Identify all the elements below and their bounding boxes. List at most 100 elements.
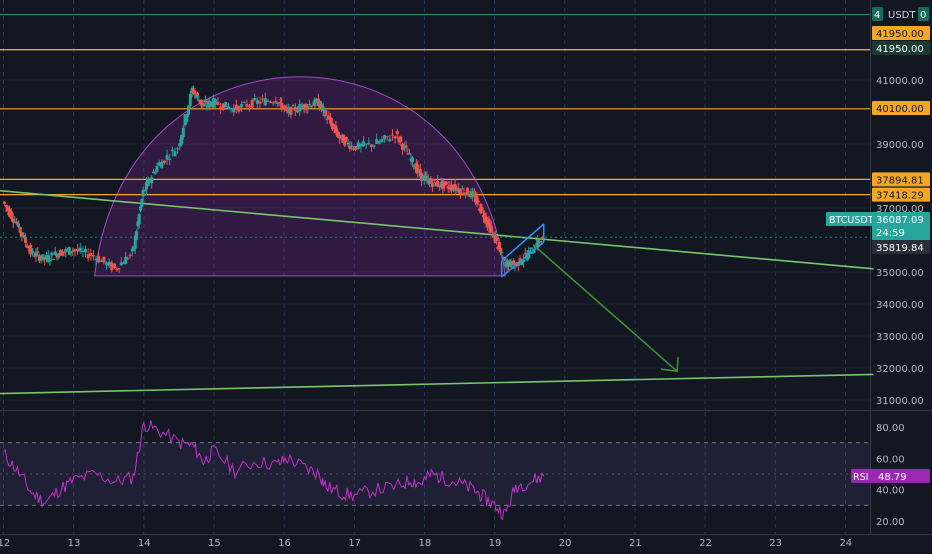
symbol-badge[interactable] <box>826 212 874 226</box>
price-tick-label: 31000.00 <box>876 396 924 407</box>
candle-body <box>334 125 338 133</box>
price-axis-pane[interactable] <box>870 0 932 550</box>
candle-body <box>255 100 259 104</box>
time-tick-label: 16 <box>278 538 291 549</box>
candle-body <box>165 155 169 160</box>
projection-arrow-shaft[interactable] <box>532 244 678 372</box>
candle-body <box>408 152 412 155</box>
candle-body <box>205 105 209 107</box>
candle-body <box>325 118 329 120</box>
zero-badge-label: 0 <box>920 10 926 21</box>
candle-body <box>397 137 401 143</box>
candle-body <box>446 185 450 189</box>
candle-body <box>278 99 282 101</box>
candle-body <box>6 206 10 211</box>
candle-body <box>153 172 157 174</box>
price-tick-label: 41000.00 <box>876 76 924 87</box>
candle-body <box>410 157 414 162</box>
candle-body <box>94 258 98 261</box>
candle-body <box>102 256 106 263</box>
candle-body <box>277 102 281 104</box>
candle-body <box>53 251 57 255</box>
candle-body <box>467 196 471 198</box>
alert-count-label: 4 <box>874 10 880 21</box>
candle-body <box>211 98 215 108</box>
candle-body <box>209 102 213 105</box>
candle-body <box>304 104 308 110</box>
last-price-badge <box>872 212 930 240</box>
candle-body <box>311 104 315 106</box>
candle-body <box>432 179 436 181</box>
candle-body <box>491 231 495 233</box>
candle-body <box>86 254 90 259</box>
candle-body <box>81 250 85 253</box>
candle-body <box>112 263 116 269</box>
candle-body <box>291 105 295 107</box>
rsi-tick-label: 20.00 <box>876 517 905 528</box>
candle-body <box>22 234 26 238</box>
candle-body <box>401 144 405 150</box>
last-price-label: 36087.09 <box>876 215 924 226</box>
candle-body <box>390 134 394 136</box>
candle-body <box>412 165 416 167</box>
candle-body <box>274 101 278 103</box>
candle-body <box>71 250 75 252</box>
rsi-name-label: RSI <box>853 472 868 483</box>
channel-upper-line[interactable] <box>501 223 545 262</box>
rsi-name-badge[interactable] <box>851 468 873 483</box>
candle-body <box>300 106 304 108</box>
candle-body <box>354 146 358 151</box>
candle-body <box>266 100 270 102</box>
candle-body <box>532 249 536 254</box>
candle-body <box>465 187 469 195</box>
candle-body <box>451 188 455 191</box>
candle-body <box>318 103 322 108</box>
rsi-tick-label: 80.00 <box>876 423 905 434</box>
candle-body <box>23 237 27 243</box>
candle-body <box>20 232 24 237</box>
rsi-line <box>3 420 545 521</box>
candle-body <box>119 262 123 266</box>
candle-body <box>137 214 141 225</box>
candle-body <box>203 101 207 103</box>
alert-count-badge[interactable] <box>872 7 883 21</box>
candle-body <box>144 181 148 190</box>
candle-body <box>471 191 475 198</box>
candle-body <box>130 248 134 252</box>
candle-body <box>359 143 363 147</box>
candle-body <box>168 158 172 160</box>
candle-body <box>62 252 66 254</box>
candle-body <box>306 106 310 109</box>
candle-body <box>59 250 63 256</box>
candle-body <box>372 145 376 147</box>
trendline[interactable] <box>0 373 874 395</box>
time-tick-label: 12 <box>0 538 10 549</box>
candle-body <box>302 104 306 109</box>
candle-body <box>327 115 331 119</box>
candle-body <box>367 142 371 144</box>
candle-body <box>181 127 185 137</box>
candle-body <box>351 148 355 150</box>
candle-body <box>202 103 206 107</box>
candle-body <box>237 106 241 112</box>
candle-body <box>271 102 275 104</box>
candle-body <box>350 145 354 148</box>
time-tick-label: 14 <box>138 538 151 549</box>
candle-body <box>323 114 327 117</box>
candle-body <box>439 182 443 187</box>
candle-body <box>15 221 19 224</box>
candle-body <box>89 253 93 257</box>
level-price-label: 37894.81 <box>876 175 924 186</box>
candle-body <box>480 207 484 211</box>
candle-countdown: 24:59 <box>876 228 905 239</box>
candle-body <box>4 204 8 208</box>
candle-body <box>157 162 161 166</box>
candle-body <box>91 255 95 257</box>
candle-body <box>464 193 468 196</box>
candle-body <box>356 142 360 149</box>
projection-arrow-head[interactable] <box>660 357 679 373</box>
cursor-price-badge <box>872 240 930 254</box>
